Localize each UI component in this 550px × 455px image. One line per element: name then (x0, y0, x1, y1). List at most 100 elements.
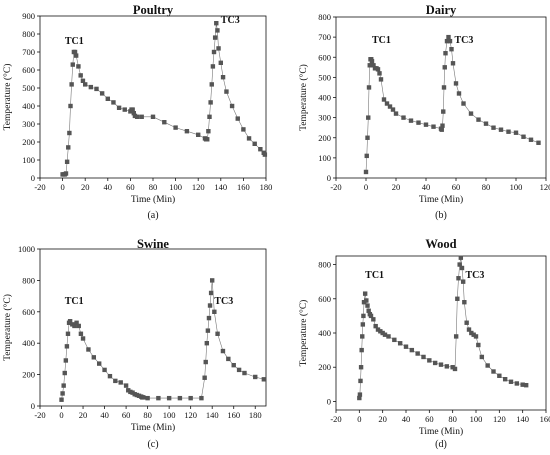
data-point (226, 356, 231, 362)
x-tick-label: 140 (516, 414, 529, 424)
data-point (80, 336, 86, 341)
data-point (387, 104, 393, 109)
data-point (60, 391, 65, 396)
data-point (366, 85, 372, 90)
data-point (59, 397, 64, 402)
data-point (373, 323, 378, 329)
data-point (361, 300, 367, 305)
data-point (364, 153, 369, 159)
x-tick-label: 60 (425, 414, 434, 424)
data-point (216, 46, 221, 51)
data-point (202, 375, 207, 380)
data-point (403, 344, 409, 349)
x-tick-label: 180 (260, 182, 273, 192)
data-point (513, 130, 519, 135)
y-tick-label: 200 (318, 133, 331, 143)
data-point (446, 34, 451, 40)
y-tick-label: 800 (22, 29, 35, 39)
data-point (209, 278, 215, 283)
annotation-tc3: TC3 (466, 270, 485, 281)
annotation-tc3: TC3 (221, 15, 240, 26)
y-tick-label: 0 (327, 396, 331, 406)
data-point (485, 363, 490, 368)
y-tick-label: 400 (318, 328, 331, 338)
x-tick-label: 20 (378, 414, 387, 424)
data-point (455, 296, 460, 301)
data-point (359, 347, 364, 353)
data-point (521, 134, 526, 139)
annotation-tc3: TC3 (214, 296, 233, 307)
chart-panel-swine: -20 0 20 40 60 80 100 120 140 160 1800200400600800… (2, 237, 267, 450)
data-point (444, 38, 450, 44)
data-point (69, 82, 74, 87)
data-point (464, 320, 469, 325)
data-point (220, 75, 226, 80)
data-point (421, 354, 426, 360)
panel-caption: (d) (435, 439, 447, 450)
annotation-tc1: TC1 (365, 270, 384, 281)
data-point (130, 107, 135, 112)
data-point (134, 114, 140, 119)
data-point (450, 365, 455, 370)
y-tick-label: 400 (318, 93, 331, 103)
panel-caption: (b) (435, 210, 447, 221)
data-point (368, 313, 374, 319)
data-point (443, 51, 448, 56)
data-point (506, 129, 511, 134)
data-point (220, 348, 226, 354)
data-point (91, 355, 97, 360)
data-point (132, 113, 138, 119)
y-tick-label: 400 (22, 101, 35, 111)
data-point (498, 127, 504, 132)
data-point (442, 65, 447, 70)
series-line (61, 280, 264, 400)
data-point (236, 367, 242, 373)
data-point (483, 121, 489, 126)
y-tick-label: 700 (318, 32, 331, 42)
chart-title: Dairy (426, 3, 457, 17)
data-point (107, 373, 113, 379)
x-tick-label: 20 (392, 182, 401, 192)
y-axis-label: Temperature (°C) (2, 294, 13, 361)
data-point (397, 341, 403, 346)
chart-panel-poultry: -20 0 20 40 60 80 100 120 140 160 1800100200300400… (2, 3, 272, 221)
data-point (72, 323, 77, 329)
data-point (118, 380, 123, 385)
x-tick-label: 0 (364, 182, 368, 192)
data-point (188, 395, 193, 401)
chart-title: Wood (425, 237, 456, 251)
data-point (473, 334, 479, 339)
data-point (72, 49, 78, 55)
data-point (491, 125, 496, 130)
data-point (78, 331, 84, 336)
data-point (365, 135, 370, 140)
data-point (86, 347, 91, 352)
x-axis-label: Time (Min) (131, 194, 175, 205)
data-point (365, 303, 370, 308)
data-point (427, 358, 432, 363)
data-point (241, 127, 246, 132)
x-tick-label: 100 (169, 182, 182, 192)
data-point (439, 127, 444, 132)
data-point (207, 114, 212, 119)
data-point (215, 331, 220, 336)
x-tick-label: 60 (452, 182, 461, 192)
data-point (384, 101, 390, 106)
data-point (123, 383, 129, 388)
data-point (381, 97, 387, 102)
data-point (156, 395, 161, 401)
chart-title: Poultry (133, 3, 174, 17)
data-point (371, 63, 376, 68)
data-point (61, 383, 66, 388)
data-point (150, 114, 156, 119)
data-point (469, 330, 474, 336)
data-point (261, 377, 267, 382)
x-tick-label: 40 (402, 414, 411, 424)
y-tick-label: 700 (22, 47, 35, 57)
y-axis-label: Temperature (°C) (298, 64, 309, 131)
data-point (449, 47, 454, 52)
data-point (364, 298, 369, 303)
data-point (441, 109, 446, 114)
data-point (65, 331, 71, 336)
